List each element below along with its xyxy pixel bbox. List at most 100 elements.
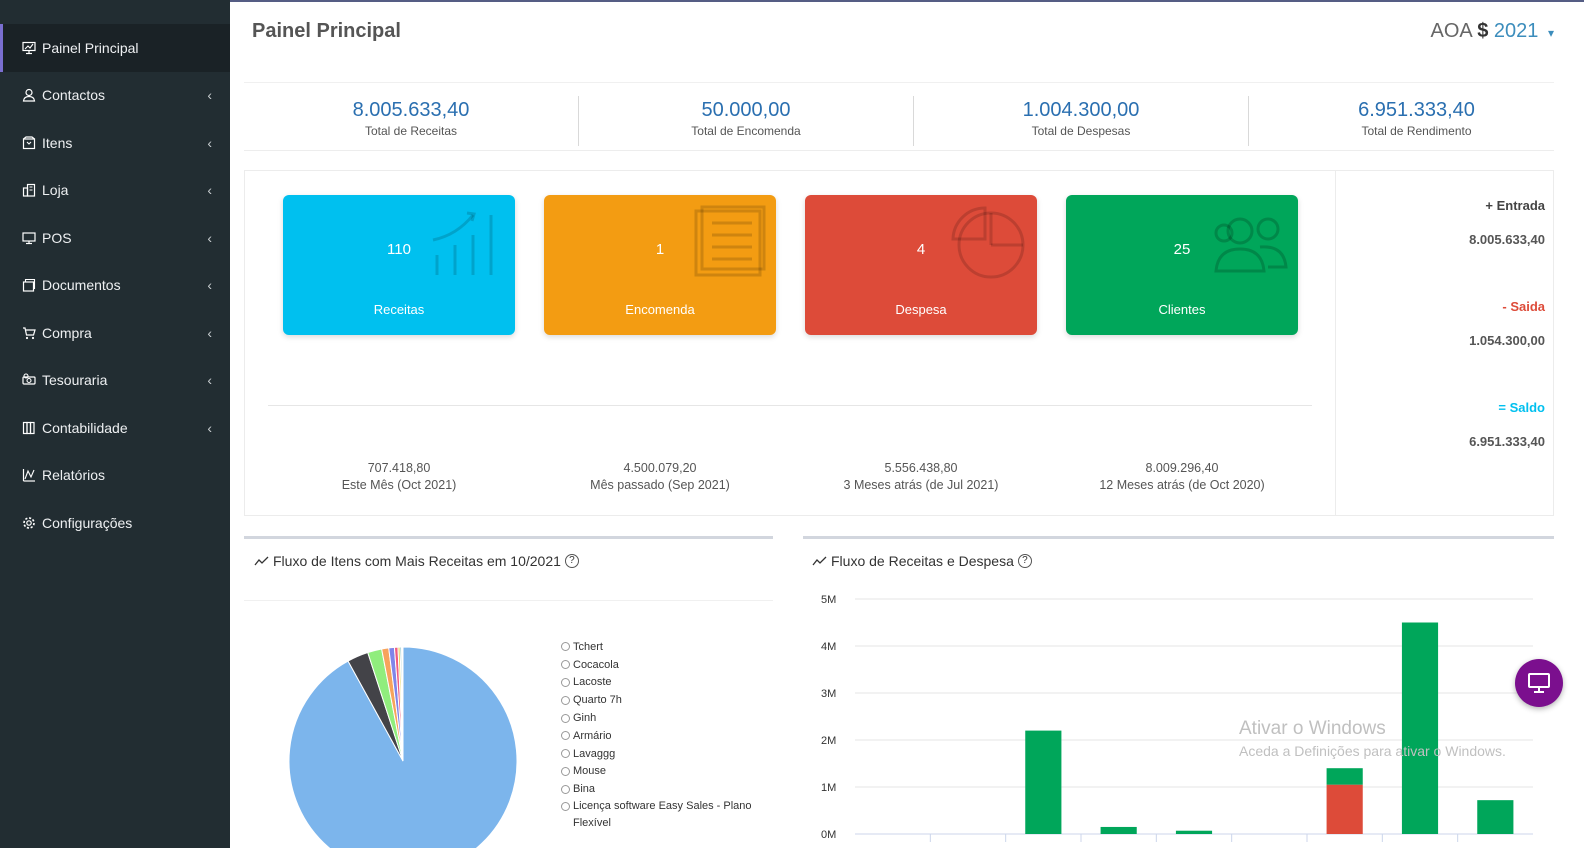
legend-item[interactable]: Bina xyxy=(561,780,771,798)
card-receitas[interactable]: 110 Receitas xyxy=(283,195,515,335)
user-icon xyxy=(20,87,38,103)
bar[interactable] xyxy=(1401,622,1439,835)
entrada-label: + Entrada xyxy=(1485,198,1545,213)
period-value: 8.009.296,40 xyxy=(1145,461,1219,475)
line-chart-icon xyxy=(812,556,827,566)
sidebar-item-painel-principal[interactable]: Painel Principal xyxy=(0,24,230,72)
pie-legend: Tchert Cocacola Lacoste Quarto 7h Ginh Armári… xyxy=(561,638,771,832)
year-label: 2021 xyxy=(1493,20,1539,42)
legend-label: Quarto 7h xyxy=(573,694,622,707)
sidebar-item-label: Configurações xyxy=(42,514,133,531)
legend-item[interactable]: Mouse xyxy=(561,763,771,781)
pie-panel-divider xyxy=(244,600,773,601)
legend-item[interactable]: Licença software Easy Sales - Plano Flex… xyxy=(561,798,771,832)
sidebar-item-documentos[interactable]: Documentos ‹ xyxy=(0,262,230,310)
growth-chart-icon xyxy=(432,211,493,275)
legend-label: Licença software Easy Sales - Plano Flex… xyxy=(573,800,752,830)
legend-radio-icon xyxy=(561,731,570,741)
period-this-month: 707.418,80 Este Mês (Oct 2021) xyxy=(283,460,515,494)
stat-total-rendimento: 6.951.333,40 Total de Rendimento xyxy=(1249,96,1584,146)
sidebar-item-loja[interactable]: Loja ‹ xyxy=(0,167,230,215)
chevron-left-icon: ‹ xyxy=(207,324,212,341)
legend-radio-icon xyxy=(561,713,570,723)
help-icon[interactable]: ? xyxy=(1017,554,1032,568)
period-label: Mês passado (Sep 2021) xyxy=(590,478,730,492)
legend-item[interactable]: Lacoste xyxy=(561,674,771,692)
legend-item[interactable]: Armário xyxy=(561,727,771,745)
sidebar-item-configuracoes[interactable]: Configurações xyxy=(0,499,230,547)
card-despesa[interactable]: 4 Despesa xyxy=(805,195,1037,335)
line-chart-icon xyxy=(254,556,269,566)
sidebar-item-pos[interactable]: POS ‹ xyxy=(0,214,230,262)
sidebar-item-compra[interactable]: Compra ‹ xyxy=(0,309,230,357)
bar[interactable] xyxy=(1326,784,1363,834)
currency-year-selector[interactable]: AOA $ 2021 ▾ xyxy=(1431,20,1554,43)
bar[interactable] xyxy=(1175,830,1213,834)
pos-fab-button[interactable] xyxy=(1515,659,1563,707)
sidebar-item-relatorios[interactable]: Relatórios xyxy=(0,452,230,500)
entrada-value: 8.005.633,40 xyxy=(1469,232,1545,247)
sidebar-item-contabilidade[interactable]: Contabilidade ‹ xyxy=(0,404,230,452)
period-last-month: 4.500.079,20 Mês passado (Sep 2021) xyxy=(544,460,776,494)
header-divider xyxy=(244,82,1554,83)
sidebar-item-tesouraria[interactable]: Tesouraria ‹ xyxy=(0,357,230,405)
help-icon[interactable]: ? xyxy=(564,554,579,568)
period-value: 5.556.438,80 xyxy=(884,461,958,475)
documents-icon xyxy=(20,277,38,293)
sidebar-item-itens[interactable]: Itens ‹ xyxy=(0,119,230,167)
pie-slice[interactable] xyxy=(288,646,518,848)
chevron-left-icon: ‹ xyxy=(207,182,212,199)
currency-code: AOA xyxy=(1430,20,1472,42)
legend-item[interactable]: Cocacola xyxy=(561,656,771,674)
legend-item[interactable]: Tchert xyxy=(561,638,771,656)
sidebar-item-contactos[interactable]: Contactos ‹ xyxy=(0,72,230,120)
y-tick-label: 0M xyxy=(821,829,836,841)
y-tick-label: 1M xyxy=(821,782,836,794)
money-icon xyxy=(20,372,38,388)
y-tick-label: 3M xyxy=(821,688,836,700)
users-icon xyxy=(1214,217,1288,273)
legend-radio-icon xyxy=(561,749,570,759)
stat-value: 6.951.333,40 xyxy=(1358,99,1475,121)
legend-item[interactable]: Lavaggg xyxy=(561,745,771,763)
pie-panel-title: Fluxo de Itens com Mais Receitas em 10/2… xyxy=(254,553,579,569)
overview-panel xyxy=(244,170,1554,516)
pie-slice[interactable] xyxy=(401,646,404,762)
legend-item[interactable]: Quarto 7h xyxy=(561,691,771,709)
period-value: 707.418,80 xyxy=(367,461,431,475)
bar[interactable] xyxy=(1326,768,1363,785)
chevron-left-icon: ‹ xyxy=(207,277,212,294)
stat-total-receitas: 8.005.633,40 Total de Receitas xyxy=(244,96,579,146)
bar[interactable] xyxy=(1477,800,1514,834)
page-title: Painel Principal xyxy=(252,20,401,42)
card-encomenda[interactable]: 1 Encomenda xyxy=(544,195,776,335)
card-clientes[interactable]: 25 Clientes xyxy=(1066,195,1298,335)
monitor-chart-icon xyxy=(20,40,38,56)
bar[interactable] xyxy=(1025,730,1062,834)
period-label: 3 Meses atrás (de Jul 2021) xyxy=(843,478,999,492)
y-tick-label: 5M xyxy=(821,594,836,606)
bar-chart: 0M 1M 2M 3M 4M 5M xyxy=(821,594,1533,842)
pie-panel-title-text: Fluxo de Itens com Mais Receitas em 10/2… xyxy=(273,553,561,569)
period-label: Este Mês (Oct 2021) xyxy=(341,478,457,492)
sidebar-item-label: Painel Principal xyxy=(42,39,139,56)
sidebar-item-label: Relatórios xyxy=(42,467,106,484)
gear-icon xyxy=(20,515,38,531)
card-label: Clientes xyxy=(1158,302,1206,317)
period-label: 12 Meses atrás (de Oct 2020) xyxy=(1099,478,1265,492)
saldo-label: = Saldo xyxy=(1498,400,1545,415)
period-value: 4.500.079,20 xyxy=(623,461,697,475)
stat-label: Total de Receitas xyxy=(364,124,458,138)
stats-row: 8.005.633,40 Total de Receitas 50.000,00… xyxy=(244,96,1584,146)
stat-value: 8.005.633,40 xyxy=(352,99,470,121)
pie-panel-border xyxy=(244,536,773,539)
chevron-left-icon: ‹ xyxy=(207,372,212,389)
sidebar-item-label: Documentos xyxy=(42,277,121,294)
sidebar-item-label: Contabilidade xyxy=(42,419,128,436)
bar[interactable] xyxy=(1100,826,1137,834)
chevron-left-icon: ‹ xyxy=(207,229,212,246)
chevron-left-icon: ‹ xyxy=(207,419,212,436)
stats-divider xyxy=(244,150,1554,151)
legend-radio-icon xyxy=(561,766,570,776)
legend-item[interactable]: Ginh xyxy=(561,709,771,727)
